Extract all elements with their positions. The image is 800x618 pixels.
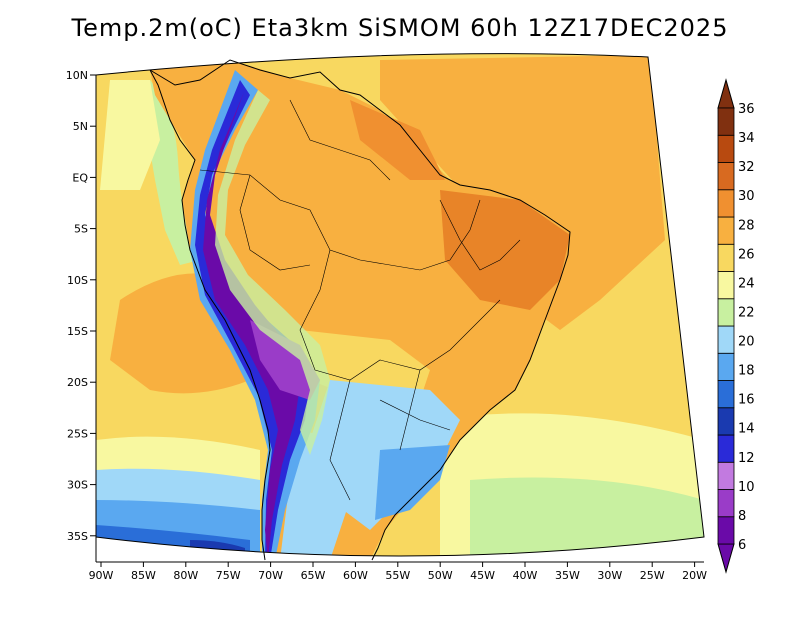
lat-tick-label: 15S [67, 325, 88, 338]
colorbar-segment [717, 134, 735, 163]
latitude-axis: 10N 5N EQ 5S 10S 15S 20S 25S 30S 35S [66, 69, 96, 543]
lon-tick-label: 45W [470, 569, 495, 582]
lon-tick-label: 30W [597, 569, 622, 582]
colorbar-max-arrow [717, 78, 735, 109]
lon-tick-label: 75W [216, 569, 241, 582]
colorbar-label: 32 [738, 160, 755, 175]
colorbar-label: 24 [738, 276, 755, 291]
longitude-axis: 90W 85W 80W 75W 70W 65W 60W 55W 50W 45W 40W 35W 30W 2… [89, 562, 707, 582]
lon-tick-label: 55W [385, 569, 410, 582]
colorbar-segment [717, 489, 735, 518]
colorbar-segment [717, 325, 735, 354]
lat-tick-label: 20S [67, 376, 88, 389]
colorbar-label: 14 [738, 422, 755, 437]
lat-tick-label: EQ [72, 171, 88, 184]
colorbar: 6 8 10 12 14 16 18 20 22 24 26 28 30 32 34 36 [717, 78, 755, 574]
lat-tick-label: 35S [67, 530, 88, 543]
colorbar-segment [717, 461, 735, 490]
colorbar-label: 6 [738, 538, 746, 553]
colorbar-label: 18 [738, 364, 755, 379]
colorbar-segment [717, 380, 735, 409]
temperature-field [96, 53, 704, 557]
colorbar-min-arrow [717, 543, 735, 574]
lat-tick-label: 10N [66, 69, 88, 82]
lat-tick-label: 5S [74, 223, 88, 236]
colorbar-label: 10 [738, 480, 755, 495]
colorbar-segment [717, 107, 735, 136]
lat-tick-label: 30S [67, 479, 88, 492]
colorbar-label: 36 [738, 102, 755, 117]
colorbar-label: 8 [738, 509, 746, 524]
lon-tick-label: 50W [428, 569, 453, 582]
colorbar-label: 12 [738, 451, 755, 466]
lon-tick-label: 20W [682, 569, 707, 582]
colorbar-segment [717, 162, 735, 191]
lon-tick-label: 65W [301, 569, 326, 582]
colorbar-segment [717, 216, 735, 245]
colorbar-label: 20 [738, 335, 755, 350]
colorbar-label: 34 [738, 131, 755, 146]
colorbar-label: 30 [738, 189, 755, 204]
lon-tick-label: 40W [513, 569, 538, 582]
lon-tick-label: 70W [258, 569, 283, 582]
colorbar-segment [717, 407, 735, 436]
colorbar-segment [717, 352, 735, 381]
colorbar-label: 22 [738, 305, 755, 320]
colorbar-segment [717, 243, 735, 272]
map-frame [95, 53, 705, 557]
colorbar-segment [717, 516, 735, 545]
colorbar-label: 28 [738, 218, 755, 233]
lat-tick-label: 25S [67, 427, 88, 440]
lon-tick-label: 60W [343, 569, 368, 582]
lon-tick-label: 85W [131, 569, 156, 582]
colorbar-label: 26 [738, 247, 755, 262]
lon-tick-label: 80W [173, 569, 198, 582]
lon-tick-label: 90W [89, 569, 114, 582]
colorbar-segment [717, 434, 735, 463]
political-borders [199, 99, 521, 501]
coastlines [149, 59, 571, 561]
lat-tick-label: 10S [67, 274, 88, 287]
lon-tick-label: 35W [555, 569, 580, 582]
lat-tick-label: 5N [73, 120, 88, 133]
map-title: Temp.2m(oC) Eta3km SiSMOM 60h 12Z17DEC20… [71, 14, 729, 42]
colorbar-label: 16 [738, 393, 755, 408]
colorbar-segment [717, 271, 735, 300]
colorbar-segment [717, 298, 735, 327]
lon-tick-label: 25W [640, 569, 665, 582]
colorbar-segment [717, 189, 735, 218]
